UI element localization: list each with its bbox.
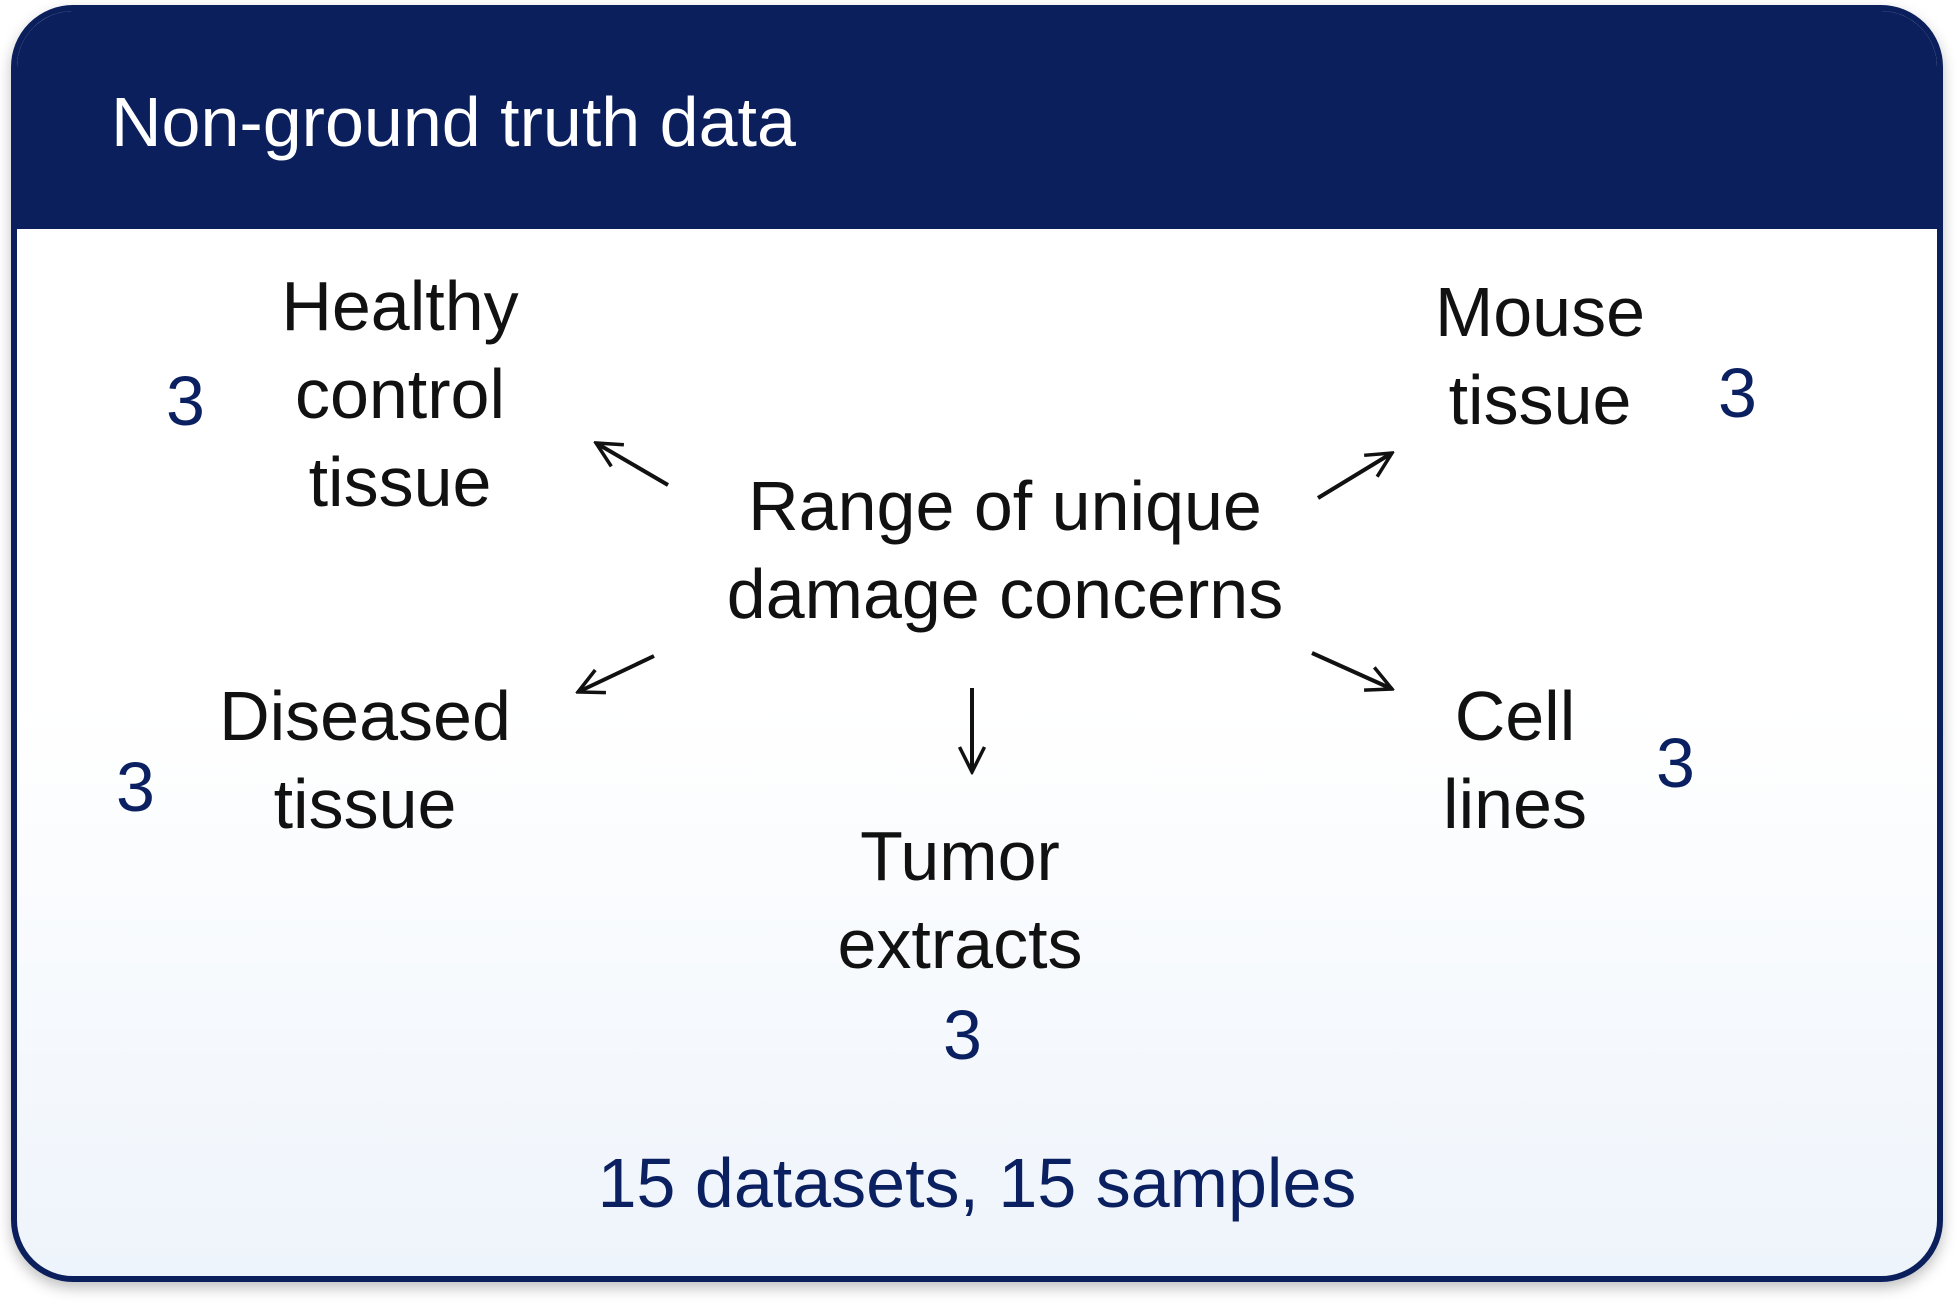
cell-line-1: Cell (1454, 677, 1576, 755)
center-line-2: damage concerns (726, 555, 1284, 633)
diseased-line-1: Diseased (219, 677, 511, 755)
diseased-tissue-node: Diseased tissue (200, 672, 530, 848)
diseased-line-2: tissue (273, 765, 457, 843)
tumor-count: 3 (943, 996, 982, 1074)
tumor-extracts-node: Tumor extracts (790, 812, 1130, 988)
healthy-line-1: Healthy (281, 267, 519, 345)
mouse-count: 3 (1718, 354, 1757, 432)
center-line-1: Range of unique (748, 467, 1262, 545)
tumor-line-1: Tumor (860, 817, 1060, 895)
healthy-count: 3 (166, 362, 205, 440)
center-node: Range of unique damage concerns (680, 462, 1330, 638)
mouse-line-1: Mouse (1434, 273, 1646, 351)
diseased-count: 3 (116, 748, 155, 826)
summary-footer: 15 datasets, 15 samples (597, 1144, 1357, 1222)
healthy-line-3: tissue (308, 443, 492, 521)
cell-lines-node: Cell lines (1390, 672, 1640, 848)
mouse-line-2: tissue (1448, 361, 1632, 439)
card-header: Non-ground truth data (17, 11, 1937, 229)
card-title: Non-ground truth data (111, 83, 796, 161)
healthy-control-tissue-node: Healthy control tissue (240, 262, 560, 526)
cell-count: 3 (1656, 724, 1695, 802)
cell-line-2: lines (1443, 765, 1587, 843)
diagram-card: Non-ground truth data (11, 5, 1943, 1282)
mouse-tissue-node: Mouse tissue (1390, 268, 1690, 444)
tumor-line-2: extracts (837, 905, 1083, 983)
healthy-line-2: control (294, 355, 506, 433)
